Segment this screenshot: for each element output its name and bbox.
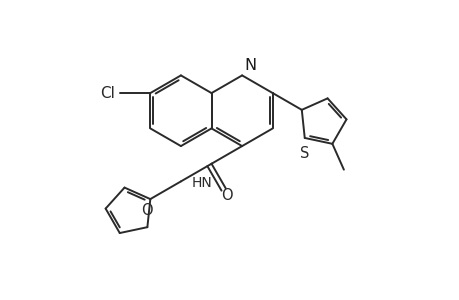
Text: O: O — [141, 203, 153, 218]
Text: HN: HN — [191, 176, 212, 190]
Text: N: N — [244, 58, 256, 74]
Text: Cl: Cl — [101, 85, 115, 100]
Text: S: S — [299, 146, 309, 161]
Text: O: O — [221, 188, 233, 203]
